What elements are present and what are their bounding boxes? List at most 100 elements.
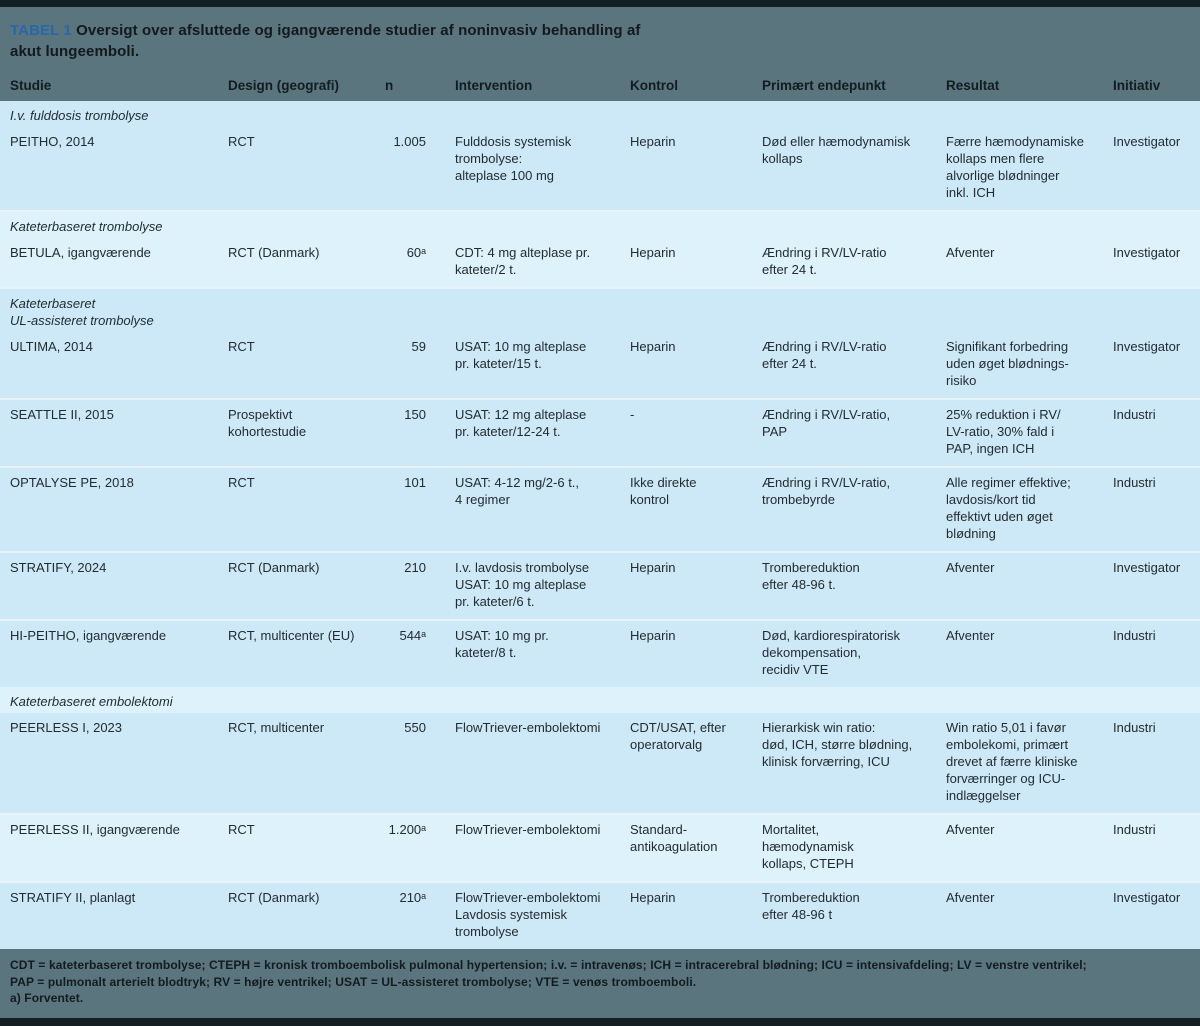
cell-control: Heparin [630, 238, 762, 289]
cell-study-name: STRATIFY, 2024 [0, 552, 228, 621]
cell-control: CDT/USAT, efter operatorvalg [630, 713, 762, 815]
table-row: OPTALYSE PE, 2018 RCT 101 USAT: 4-12 mg/… [0, 467, 1200, 553]
cell-design: RCT, multicenter (EU) [228, 628, 355, 643]
cell-primary-endpoint: Hierarkisk win ratio: død, ICH, større b… [762, 713, 946, 815]
cell-design: RCT (Danmark) [228, 890, 320, 905]
table-title: TABEL 1 Oversigt over afsluttede og igan… [10, 20, 670, 62]
cell-study-name: PEITHO, 2014 [0, 127, 228, 212]
table-number-label: TABEL 1 [10, 22, 72, 39]
cell-intervention: USAT: 10 mg pr. kateter/8 t. [455, 628, 549, 660]
col-header-n: n [385, 62, 440, 101]
footnote-abbreviations-1: CDT = kateterbaseret trombolyse; CTEPH =… [10, 958, 1087, 972]
cell-intervention: USAT: 12 mg alteplase pr. kateter/12-24 … [440, 399, 630, 468]
cell-control: Heparin [630, 628, 676, 643]
table-row: SEATTLE II, 2015 Prospektivt kohortestud… [0, 399, 1200, 468]
footnote-abbreviations-2: PAP = pulmonalt arterielt blodtryk; RV =… [10, 974, 697, 989]
cell-intervention: USAT: 10 mg alteplase pr. kateter/15 t. [440, 332, 630, 400]
cell-study-name: STRATIFY II, planlagt [10, 890, 136, 905]
section-row: Kateterbaseret embolektomi [0, 687, 1200, 713]
cell-n: 60ᵃ [385, 238, 440, 289]
section-row: Kateterbaseret UL-assisteret trombolyse [0, 288, 1200, 332]
cell-intervention: FlowTriever-embolektomi Lavdosis systemi… [455, 890, 601, 939]
cell-initiative: Industri [1113, 628, 1156, 643]
cell-result: Afventer [946, 814, 1113, 883]
cell-study-name: BETULA, igangværende [0, 238, 228, 289]
table-row: STRATIFY, 2024 RCT (Danmark) 210 I.v. la… [0, 552, 1200, 621]
table-row: PEERLESS I, 2023 RCT, multicenter 550 Fl… [0, 713, 1200, 815]
cell-initiative: Industri [1113, 399, 1200, 468]
table-row: PEERLESS II, igangværende RCT 1.200ᵃ Flo… [0, 814, 1200, 883]
cell-n: 150 [385, 399, 440, 468]
cell-design: RCT [228, 467, 385, 553]
cell-n: 1.005 [385, 127, 440, 212]
cell-primary-endpoint: Ændring i RV/LV-ratio efter 24 t. [762, 332, 946, 400]
cell-intervention: USAT: 4-12 mg/2-6 t., 4 regimer [440, 467, 630, 553]
cell-initiative: Industri [1113, 467, 1200, 553]
cell-primary-endpoint: Trombereduktion efter 48-96 t. [762, 552, 946, 621]
cell-n: 101 [385, 467, 440, 553]
cell-study-name: ULTIMA, 2014 [0, 332, 228, 400]
cell-intervention: I.v. lavdosis trombolyse USAT: 10 mg alt… [440, 552, 630, 621]
cell-initiative: Investigator [1113, 552, 1200, 621]
cell-primary-endpoint: Ændring i RV/LV-ratio, PAP [762, 399, 946, 468]
cell-design: RCT (Danmark) [228, 238, 385, 289]
table-row: ULTIMA, 2014 RCT 59 USAT: 10 mg alteplas… [0, 332, 1200, 400]
col-header-kontrol: Kontrol [630, 62, 762, 101]
cell-primary-endpoint: Død, kardiorespiratorisk dekompensation,… [762, 628, 900, 677]
section-row: Kateterbaseret trombolyse [0, 211, 1200, 238]
table-row: BETULA, igangværende RCT (Danmark) 60ᵃ C… [0, 238, 1200, 289]
cell-intervention: CDT: 4 mg alteplase pr. kateter/2 t. [440, 238, 630, 289]
cell-result: Afventer [946, 238, 1113, 289]
cell-n: 59 [385, 332, 440, 400]
section-row: I.v. fulddosis trombolyse [0, 101, 1200, 127]
cell-initiative: Industri [1113, 814, 1200, 883]
cell-primary-endpoint: Ændring i RV/LV-ratio, trombebyrde [762, 467, 946, 553]
cell-n: 550 [385, 713, 440, 815]
cell-control: Heparin [630, 127, 762, 212]
cell-design: Prospektivt kohortestudie [228, 399, 385, 468]
cell-n: 1.200ᵃ [385, 814, 440, 883]
cell-result: Færre hæmodynamiske kollaps men flere al… [946, 127, 1113, 212]
cell-control: Heparin [630, 890, 676, 905]
cell-design: RCT, multicenter [228, 713, 385, 815]
section-row-label: I.v. fulddosis trombolyse [10, 108, 149, 123]
cell-study-name: HI-PEITHO, igangværende [10, 628, 167, 643]
cell-result: Afventer [946, 552, 1113, 621]
col-header-initiativ: Initiativ [1113, 62, 1200, 101]
col-header-studie: Studie [0, 62, 228, 101]
col-header-resultat: Resultat [946, 62, 1113, 101]
col-header-endepunkt: Primært endepunkt [762, 62, 946, 101]
cell-study-name: PEERLESS I, 2023 [0, 713, 228, 815]
cell-design: RCT [228, 332, 385, 400]
footnote-expected: a) Forventet. [10, 991, 84, 1005]
studies-table: Studie Design (geografi) n Intervention … [0, 62, 1200, 949]
cell-initiative: Investigator [1113, 127, 1200, 212]
footnotes: CDT = kateterbaseret trombolyse; CTEPH =… [0, 949, 1200, 1018]
table-row: PEITHO, 2014 RCT 1.005 Fulddosis systemi… [0, 127, 1200, 212]
cell-study-name: PEERLESS II, igangværende [0, 814, 228, 883]
cell-control: Heparin [630, 332, 762, 400]
table-header-row: Studie Design (geografi) n Intervention … [0, 62, 1200, 101]
cell-intervention: FlowTriever-embolektomi [440, 713, 630, 815]
cell-control: Standard- antikoagulation [630, 814, 762, 883]
cell-intervention: Fulddosis systemisk trombolyse: alteplas… [440, 127, 630, 212]
section-row-label: Kateterbaseret trombolyse [10, 219, 163, 234]
cell-result: Afventer [946, 890, 995, 905]
table-row: HI-PEITHO, igangværende RCT, multicenter… [0, 620, 1200, 687]
section-row-label: Kateterbaseret embolektomi [10, 694, 173, 709]
cell-control: - [630, 399, 762, 468]
cell-study-name: OPTALYSE PE, 2018 [0, 467, 228, 553]
cell-intervention: FlowTriever-embolektomi [440, 814, 630, 883]
cell-initiative: Investigator [1113, 890, 1181, 905]
section-row-label: Kateterbaseret UL-assisteret trombolyse [10, 296, 154, 328]
title-band: TABEL 1 Oversigt over afsluttede og igan… [0, 7, 1200, 62]
cell-design: RCT [228, 127, 385, 212]
cell-result: Afventer [946, 628, 995, 643]
cell-n: 210 [385, 552, 440, 621]
cell-study-name: SEATTLE II, 2015 [0, 399, 228, 468]
cell-primary-endpoint: Ændring i RV/LV-ratio efter 24 t. [762, 238, 946, 289]
cell-result: Alle regimer effektive; lavdosis/kort ti… [946, 467, 1113, 553]
col-header-design: Design (geografi) [228, 62, 385, 101]
table-row: STRATIFY II, planlagt RCT (Danmark) 210ᵃ… [0, 882, 1200, 949]
